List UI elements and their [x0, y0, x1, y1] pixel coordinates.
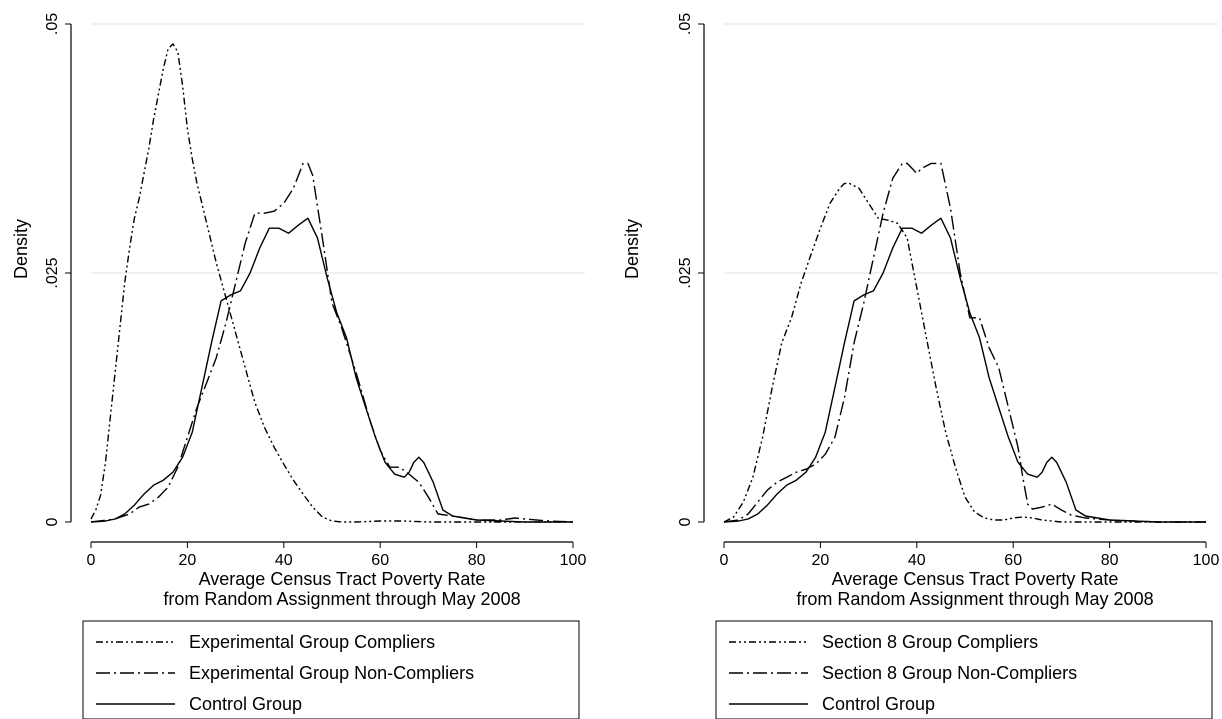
- y-tick-label: .025: [677, 257, 694, 288]
- y-axis-title: Density: [11, 219, 31, 279]
- x-axis-title-line1: Average Census Tract Poverty Rate: [199, 569, 486, 589]
- x-tick-label: 20: [812, 552, 830, 569]
- x-tick-label: 40: [275, 552, 293, 569]
- y-tick-label: .05: [677, 13, 694, 35]
- density-chart-left: 0 .025 .05 Density 0 20 40 60 80 100 Average Censu…: [11, 13, 587, 719]
- series-line-experimental-group-compliers: [90, 43, 573, 523]
- series-line-control-group: [90, 217, 573, 523]
- x-tick-label: 0: [87, 552, 96, 569]
- legend-label: Control Group: [189, 694, 302, 714]
- series-line-section-8-group-compliers: [723, 182, 1206, 523]
- density-chart-right: 0 .025 .05 Density 0 20 40 60 80 100 Average Censu…: [622, 13, 1220, 719]
- legend-label: Experimental Group Non-Compliers: [189, 663, 474, 683]
- x-axis-title-line2: from Random Assignment through May 2008: [796, 589, 1153, 609]
- legend-label: Control Group: [822, 694, 935, 714]
- x-axis-title-line2: from Random Assignment through May 2008: [163, 589, 520, 609]
- legend-label: Section 8 Group Non-Compliers: [822, 663, 1077, 683]
- y-tick-label: 0: [677, 517, 694, 526]
- y-tick-label: .05: [44, 13, 61, 35]
- x-tick-label: 60: [371, 552, 389, 569]
- legend-label: Experimental Group Compliers: [189, 632, 435, 652]
- x-tick-label: 20: [179, 552, 197, 569]
- series-line-experimental-group-non-compliers: [90, 162, 574, 523]
- series-line-section-8-group-non-compliers: [723, 162, 1206, 523]
- y-axis-title: Density: [622, 219, 642, 279]
- x-tick-label: 60: [1004, 552, 1022, 569]
- x-tick-label: 40: [908, 552, 926, 569]
- x-tick-label: 0: [720, 552, 729, 569]
- x-tick-label: 80: [1101, 552, 1119, 569]
- x-tick-label: 100: [560, 552, 587, 569]
- chart-panel-right: 0 .025 .05 Density 0 20 40 60 80 100 Average Censu…: [611, 0, 1222, 719]
- x-axis-title-line1: Average Census Tract Poverty Rate: [832, 569, 1119, 589]
- x-tick-label: 80: [468, 552, 486, 569]
- legend-label: Section 8 Group Compliers: [822, 632, 1038, 652]
- legend-box: [715, 620, 1213, 719]
- series-line-control-group: [723, 217, 1206, 523]
- y-tick-label: 0: [44, 517, 61, 526]
- y-tick-label: .025: [44, 257, 61, 288]
- x-tick-label: 100: [1193, 552, 1220, 569]
- legend-box: [82, 620, 580, 719]
- chart-panel-left: 0 .025 .05 Density 0 20 40 60 80 100 Average Censu…: [11, 13, 587, 719]
